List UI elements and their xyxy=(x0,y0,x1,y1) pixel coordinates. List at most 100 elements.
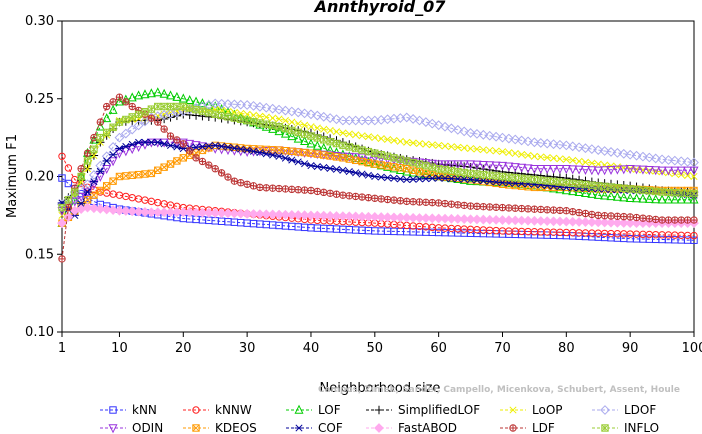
data-point-loop xyxy=(288,118,296,126)
data-point-ldof xyxy=(325,113,336,123)
data-point-inflo xyxy=(690,189,698,198)
data-point-loop xyxy=(645,167,653,175)
data-point-inflo xyxy=(434,165,443,173)
data-point-inflo xyxy=(639,186,647,194)
data-point-loop xyxy=(581,158,590,166)
data-point-cof xyxy=(364,171,373,179)
data-point-inflo xyxy=(683,189,692,197)
legend-item-simplifiedlof: SimplifiedLOF xyxy=(366,403,480,417)
data-point-odin xyxy=(127,145,137,155)
data-point-fastabod xyxy=(446,213,457,224)
data-point-loop xyxy=(364,133,372,141)
data-point-odin xyxy=(574,165,584,175)
data-point-cof xyxy=(466,176,475,184)
data-point-loop xyxy=(275,115,283,123)
legend-marker-ldof xyxy=(600,405,610,415)
data-point-lof xyxy=(312,140,322,150)
data-point-inflo xyxy=(83,157,92,165)
data-point-loop xyxy=(281,116,289,125)
data-point-ldof xyxy=(89,170,99,180)
data-point-inflo xyxy=(409,158,417,167)
data-point-lof xyxy=(114,96,124,106)
data-point-fastabod xyxy=(133,206,144,217)
data-point-ldf xyxy=(320,188,328,197)
legend-marker-cof xyxy=(294,424,304,432)
data-point-ldof xyxy=(120,128,131,139)
data-point-ldf xyxy=(683,216,692,224)
data-point-ldf xyxy=(671,216,679,224)
series-fastabod xyxy=(57,202,699,229)
data-point-loop xyxy=(390,136,398,144)
data-point-cof xyxy=(89,178,99,186)
data-point-lof xyxy=(363,156,373,166)
data-point-ldof xyxy=(529,137,540,148)
data-point-ldof xyxy=(497,132,508,143)
data-point-odin xyxy=(638,165,648,175)
data-point-loop xyxy=(690,172,698,181)
data-point-ldf xyxy=(185,147,194,155)
data-point-ldf xyxy=(562,207,571,215)
data-point-fastabod xyxy=(548,216,559,227)
data-point-loop xyxy=(454,143,462,151)
data-point-lof xyxy=(587,188,597,198)
data-point-ldf xyxy=(179,140,187,148)
legend-label-cof: COF xyxy=(318,421,343,434)
data-point-fastabod xyxy=(408,212,419,223)
legend-item-knn: kNN xyxy=(100,403,157,417)
data-point-odin xyxy=(485,161,495,171)
legend-label-lof: LOF xyxy=(318,403,341,417)
x-tick-label: 20 xyxy=(175,341,192,356)
data-point-loop xyxy=(294,120,302,128)
x-tick-label: 90 xyxy=(622,341,639,356)
data-point-fastabod xyxy=(357,211,367,222)
legend-item-cof: COF xyxy=(286,421,343,434)
data-point-ldof xyxy=(510,134,521,145)
data-point-ldf xyxy=(377,195,385,203)
data-point-ldf xyxy=(102,102,111,111)
data-point-loop xyxy=(550,154,558,162)
data-point-ldof xyxy=(248,100,259,111)
data-point-lof xyxy=(166,90,176,100)
data-point-inflo xyxy=(517,174,526,183)
y-tick-label: 0.20 xyxy=(25,170,54,185)
data-point-odin xyxy=(523,164,533,174)
data-point-odin xyxy=(146,138,156,148)
data-point-ldf xyxy=(122,98,130,106)
data-point-fastabod xyxy=(618,218,629,228)
data-point-odin xyxy=(185,139,195,149)
data-point-ldf xyxy=(205,161,213,169)
data-point-cof xyxy=(198,143,207,151)
data-point-inflo xyxy=(524,175,532,183)
data-point-fastabod xyxy=(63,212,74,222)
data-point-ldof xyxy=(650,153,661,164)
data-point-fastabod xyxy=(101,204,112,215)
plot-area: 0.10 0.15 0.20 0.25 0.30 1 10 20 30 40 50 60 70 80 90 1… xyxy=(25,14,702,356)
data-point-knn xyxy=(64,179,73,188)
data-point-loop xyxy=(530,152,538,160)
data-point-fastabod xyxy=(472,214,482,225)
data-point-kdeos xyxy=(102,182,111,190)
data-point-fastabod xyxy=(593,217,604,228)
data-point-ldf xyxy=(620,212,628,221)
data-point-fastabod xyxy=(580,217,591,227)
data-point-kdeos xyxy=(154,166,162,174)
data-point-ldf xyxy=(339,191,347,199)
data-point-fastabod xyxy=(459,214,470,225)
data-point-odin xyxy=(606,165,616,175)
data-point-cof xyxy=(172,143,182,151)
data-point-cof xyxy=(389,174,399,182)
data-point-kdeos xyxy=(147,169,156,178)
data-point-fastabod xyxy=(318,210,329,221)
data-point-loop xyxy=(237,109,245,117)
data-point-fastabod xyxy=(395,212,406,223)
data-point-lof xyxy=(574,187,584,197)
data-point-lof xyxy=(134,90,144,100)
data-point-odin xyxy=(689,166,699,176)
data-point-inflo xyxy=(371,149,379,157)
data-point-ldf xyxy=(479,202,488,211)
data-point-loop xyxy=(467,144,475,153)
data-point-loop xyxy=(569,156,577,164)
data-point-ldof xyxy=(593,145,604,155)
legend-label-odin: ODIN xyxy=(132,421,163,434)
series-knnw xyxy=(58,152,698,240)
